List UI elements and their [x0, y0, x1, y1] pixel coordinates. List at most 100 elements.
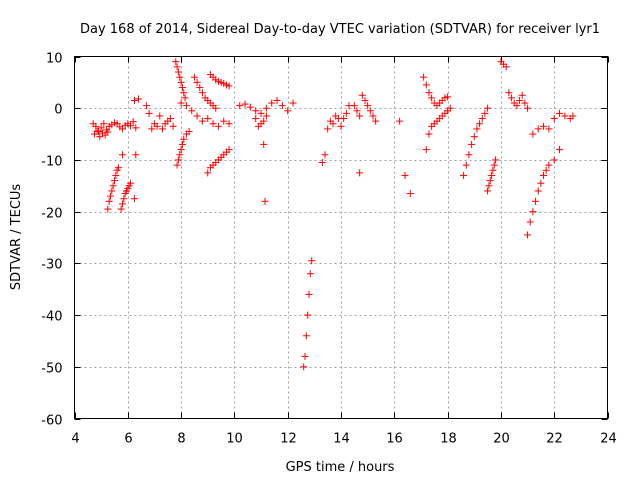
data-point [532, 197, 540, 205]
x-tick-label: 10 [226, 432, 243, 447]
data-point [569, 112, 577, 120]
data-point [204, 169, 212, 177]
chart-title: Day 168 of 2014, Sidereal Day-to-day VTE… [80, 22, 600, 37]
series-seg-04 [117, 179, 134, 213]
series-seg-17 [350, 91, 380, 125]
series-seg-21 [460, 104, 492, 179]
data-point [422, 81, 430, 89]
data-point [177, 78, 185, 86]
data-point [470, 133, 478, 141]
data-point [176, 73, 184, 81]
series-seg-25 [529, 109, 577, 138]
x-tick-label: 8 [177, 432, 185, 447]
data-point [214, 122, 222, 130]
data-point [148, 125, 156, 133]
data-point [278, 102, 286, 110]
data-point [204, 115, 212, 123]
data-point [505, 89, 513, 97]
data-point [126, 179, 134, 187]
data-point [177, 146, 185, 154]
data-point [118, 125, 126, 133]
data-point [182, 102, 190, 110]
data-point [225, 146, 233, 154]
data-point [428, 94, 436, 102]
data-point [118, 200, 126, 208]
data-point [196, 84, 204, 92]
x-tick-label: 14 [333, 432, 350, 447]
x-tick-label: 24 [600, 432, 617, 447]
data-point [420, 73, 428, 81]
x-tick-label: 18 [440, 432, 457, 447]
data-point [305, 290, 313, 298]
data-point [252, 107, 260, 115]
data-point [120, 195, 128, 203]
data-point [180, 135, 188, 143]
data-point [462, 161, 470, 169]
y-tick-label: -10 [41, 155, 62, 170]
x-tick-label: 16 [386, 432, 403, 447]
series-seg-15 [300, 257, 316, 371]
data-point [153, 122, 161, 130]
data-point [485, 182, 493, 190]
series-seg-07 [172, 58, 189, 102]
data-point [534, 125, 542, 133]
data-point [262, 112, 270, 120]
data-point [486, 177, 494, 185]
data-point [177, 99, 185, 107]
series-seg-24 [524, 146, 564, 239]
data-point [366, 107, 374, 115]
series-seg-09 [177, 99, 233, 130]
data-point [302, 332, 310, 340]
data-point [401, 171, 409, 179]
data-point [508, 94, 516, 102]
data-point [93, 127, 101, 135]
data-point [481, 109, 489, 117]
data-point [484, 187, 492, 195]
data-point [268, 99, 276, 107]
data-point [112, 171, 120, 179]
data-point [260, 117, 268, 125]
data-point [524, 231, 532, 239]
data-point [529, 130, 537, 138]
data-point [114, 164, 122, 172]
data-point [104, 128, 112, 136]
x-tick-label: 12 [280, 432, 297, 447]
data-point [550, 115, 558, 123]
data-point [350, 102, 358, 110]
data-point [96, 133, 104, 141]
plot-frame [74, 56, 608, 419]
data-point [145, 109, 153, 117]
series-seg-18 [356, 117, 414, 198]
data-point [173, 161, 181, 169]
data-point [246, 103, 254, 111]
data-point [406, 190, 414, 198]
y-tick-label: -30 [41, 258, 62, 273]
data-point [396, 117, 404, 125]
data-point [134, 95, 142, 103]
y-tick-label: -20 [41, 207, 62, 222]
data-point [100, 120, 108, 128]
data-point [444, 93, 452, 101]
data-point [129, 118, 137, 126]
data-point [209, 120, 217, 128]
data-point [321, 151, 329, 159]
data-point [198, 89, 206, 97]
data-point [158, 125, 166, 133]
series-seg-12 [204, 146, 233, 177]
data-point [337, 122, 345, 130]
data-point [188, 107, 196, 115]
y-axis-label: SDTVAR / TECUs [9, 184, 24, 291]
x-tick-label: 20 [493, 432, 510, 447]
data-point [110, 177, 118, 185]
series-seg-13 [236, 96, 297, 117]
data-point [273, 96, 281, 104]
data-point [180, 89, 188, 97]
data-point [537, 179, 545, 187]
data-point [173, 63, 181, 71]
data-point [92, 122, 100, 130]
data-point [490, 161, 498, 169]
data-point [342, 109, 350, 117]
series-seg-20 [422, 104, 454, 154]
